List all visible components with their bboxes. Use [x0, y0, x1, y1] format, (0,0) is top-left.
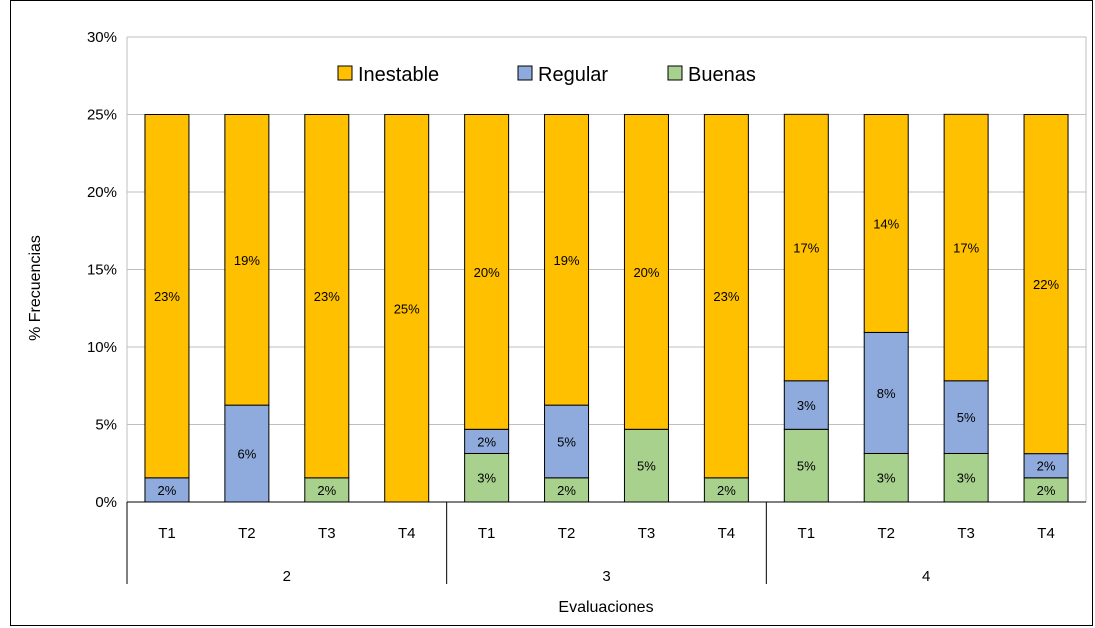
data-label: 2%	[557, 483, 576, 498]
bar-segment-regular	[943, 380, 989, 454]
bar-segment-buenas	[623, 428, 669, 503]
bars: 2% 23% 6% 19% 2% 23% 25% 3% 2% 20% 2% 5% 19% 5% 20% 2% 2…	[144, 113, 1069, 503]
data-label: 8%	[877, 386, 896, 401]
bar-segment-inestable	[783, 113, 829, 382]
legend-swatch-buenas	[667, 65, 683, 81]
gridlines	[126, 36, 1087, 503]
bar-segment-inestable	[544, 114, 590, 406]
data-label: 20%	[474, 265, 500, 280]
y-tick-label: 15%	[87, 262, 117, 279]
x-category-label: T3	[318, 525, 336, 542]
x-category-label: T1	[158, 525, 176, 542]
data-label: 14%	[873, 216, 899, 231]
data-label: 2%	[1037, 459, 1056, 474]
bar-segment-buenas	[863, 452, 909, 503]
x-group-label: 3	[602, 568, 610, 585]
x-axis-title: Evaluaciones	[558, 599, 653, 616]
legend-label-regular: Regular	[538, 64, 608, 86]
bar-segment-buenas	[783, 428, 829, 503]
data-label: 5%	[557, 434, 576, 449]
data-label: 22%	[1033, 277, 1059, 292]
x-axis: T1 T2 T3 T4 2 T1 T2 T3 T4 3 T1 T2 T3 T4 4	[126, 501, 1086, 585]
x-category-label: T3	[957, 525, 975, 542]
y-tick-label: 10%	[87, 339, 117, 356]
data-label: 23%	[314, 289, 340, 304]
data-label: 17%	[793, 241, 819, 256]
data-label: 5%	[797, 459, 816, 474]
data-label: 19%	[554, 253, 580, 268]
data-label: 2%	[477, 434, 496, 449]
bar-segment-regular	[783, 380, 829, 430]
bar-segment-inestable	[384, 114, 430, 503]
data-label: 5%	[957, 410, 976, 425]
x-category-label: T4	[718, 525, 736, 542]
bar-segment-inestable	[623, 114, 669, 430]
bar-segment-regular	[464, 428, 510, 454]
bar-segment-buenas	[304, 477, 350, 503]
data-label: 23%	[713, 289, 739, 304]
x-category-label: T2	[877, 525, 895, 542]
data-label: 23%	[154, 289, 180, 304]
legend: Inestable Regular Buenas	[337, 64, 756, 86]
bar-segment-buenas	[943, 452, 989, 503]
legend-label-inestable: Inestable	[358, 64, 439, 86]
x-category-label: T2	[558, 525, 576, 542]
y-axis-title: % Frecuencias	[27, 235, 44, 341]
y-tick-label: 25%	[87, 107, 117, 124]
bar-segment-inestable	[304, 114, 350, 479]
data-label: 19%	[234, 253, 260, 268]
x-category-label: T4	[398, 525, 416, 542]
bar-segment-regular	[144, 477, 190, 503]
bar-segment-inestable	[144, 114, 190, 479]
y-tick-label: 20%	[87, 184, 117, 201]
data-label: 5%	[637, 459, 656, 474]
bar-segment-regular	[544, 404, 590, 479]
legend-label-buenas: Buenas	[688, 64, 756, 86]
chart-frame	[10, 0, 1093, 626]
bar-segment-regular	[1023, 453, 1069, 479]
x-category-label: T3	[638, 525, 656, 542]
data-label: 2%	[1037, 483, 1056, 498]
data-label: 6%	[237, 447, 256, 462]
data-label: 17%	[953, 241, 979, 256]
x-category-label: T4	[1037, 525, 1055, 542]
data-label: 3%	[797, 398, 816, 413]
y-tick-label: 5%	[95, 417, 117, 434]
y-tick-label: 30%	[87, 29, 117, 46]
legend-swatch-inestable	[337, 65, 353, 81]
bar-segment-inestable	[1023, 114, 1069, 455]
y-axis-ticks: 0% 5% 10% 15% 20% 25% 30%	[87, 29, 117, 511]
data-label: 3%	[957, 471, 976, 486]
legend-swatch-regular	[517, 65, 533, 81]
bar-segment-inestable	[703, 114, 749, 479]
data-label: 25%	[394, 301, 420, 316]
data-label: 20%	[633, 265, 659, 280]
bar-segment-inestable	[943, 113, 989, 382]
data-label: 3%	[477, 471, 496, 486]
data-label: 3%	[877, 471, 896, 486]
x-category-label: T1	[478, 525, 496, 542]
x-group-label: 2	[283, 568, 291, 585]
x-group-label: 4	[922, 568, 930, 585]
y-tick-label: 0%	[95, 494, 117, 511]
data-label: 2%	[317, 483, 336, 498]
data-label: 2%	[158, 483, 177, 498]
data-label: 2%	[717, 483, 736, 498]
bar-segment-inestable	[224, 114, 270, 406]
x-category-label: T1	[798, 525, 816, 542]
bar-segment-inestable	[863, 114, 909, 333]
bar-segment-inestable	[464, 114, 510, 430]
bar-segment-regular	[863, 331, 909, 454]
x-category-label: T2	[238, 525, 256, 542]
